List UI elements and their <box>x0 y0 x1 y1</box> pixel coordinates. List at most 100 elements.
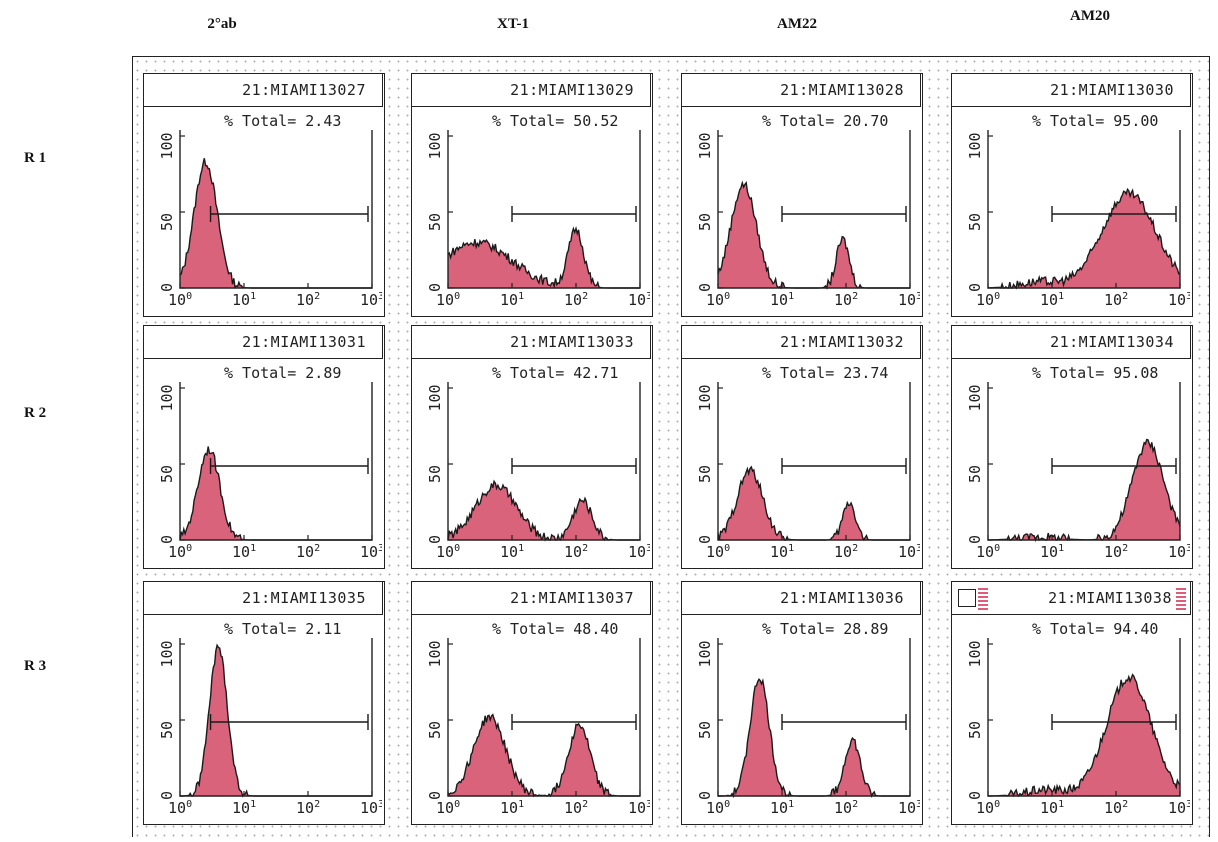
x-tick-label: 103 <box>360 543 382 561</box>
y-tick-label: 0 <box>966 283 984 292</box>
histogram-area <box>448 714 640 796</box>
select-checkbox[interactable] <box>958 589 976 607</box>
y-tick-label: 50 <box>966 465 984 483</box>
x-tick-exponent: 0 <box>186 799 192 810</box>
x-tick-label: 103 <box>1168 291 1190 309</box>
x-tick-base: 10 <box>628 291 646 309</box>
y-tick-label: 0 <box>696 791 714 800</box>
histogram-area <box>180 645 372 796</box>
x-tick-base: 10 <box>770 291 788 309</box>
column-header-xt1: XT-1 <box>497 16 529 32</box>
plot-axes <box>447 382 641 541</box>
y-tick-label: 50 <box>158 213 176 231</box>
x-tick-label: 100 <box>436 291 460 309</box>
x-tick-base: 10 <box>770 543 788 561</box>
y-tick-label: 0 <box>696 535 714 544</box>
x-tick-base: 10 <box>898 543 916 561</box>
histogram-panel: 21:MIAMI13030% Total= 95.00 0 50 100 100 101 1… <box>951 73 1193 317</box>
x-tick-base: 10 <box>360 543 378 561</box>
x-tick-base: 10 <box>976 543 994 561</box>
x-tick-exponent: 0 <box>994 543 1000 554</box>
x-tick-exponent: 1 <box>250 291 256 302</box>
x-tick-label: 100 <box>706 291 730 309</box>
histogram-area <box>180 446 372 540</box>
x-tick-exponent: 2 <box>582 543 588 554</box>
histogram-panel: 21:MIAMI13033% Total= 42.71 0 50 100 100 101 1… <box>411 325 653 569</box>
percent-total-label: % Total= 95.00 <box>1032 112 1158 130</box>
x-tick-label: 101 <box>770 799 794 817</box>
x-tick-base: 10 <box>296 799 314 817</box>
x-tick-exponent: 3 <box>1186 799 1190 810</box>
x-tick-base: 10 <box>706 799 724 817</box>
x-tick-exponent: 1 <box>518 291 524 302</box>
sample-id: 21:MIAMI13029 <box>510 81 634 99</box>
x-tick-label: 100 <box>436 799 460 817</box>
histogram-panel: 21:MIAMI13037% Total= 48.40 0 50 100 100 101 1… <box>411 581 653 825</box>
plot-axes <box>717 638 911 797</box>
x-tick-exponent: 1 <box>518 799 524 810</box>
x-tick-base: 10 <box>436 543 454 561</box>
x-tick-label: 100 <box>976 543 1000 561</box>
selection-marker <box>1176 588 1186 610</box>
x-tick-base: 10 <box>976 291 994 309</box>
x-tick-base: 10 <box>564 291 582 309</box>
plot-axes <box>179 638 373 797</box>
gate-marker <box>209 714 369 730</box>
panel-title: 21:MIAMI13038 <box>951 581 1191 615</box>
x-tick-label: 101 <box>500 291 524 309</box>
gate-marker <box>511 714 637 730</box>
histogram-area <box>988 439 1180 540</box>
panel-title: 21:MIAMI13034 <box>951 325 1191 359</box>
histogram-area <box>988 189 1180 288</box>
x-tick-base: 10 <box>706 291 724 309</box>
x-tick-exponent: 1 <box>1058 543 1064 554</box>
x-tick-base: 10 <box>834 291 852 309</box>
y-tick-label: 0 <box>696 283 714 292</box>
x-tick-base: 10 <box>1168 799 1186 817</box>
row-header-r1: R 1 <box>24 150 47 166</box>
sample-id: 21:MIAMI13028 <box>780 81 904 99</box>
sample-id: 21:MIAMI13033 <box>510 333 634 351</box>
gate-marker <box>1051 714 1177 730</box>
percent-total-label: % Total= 2.89 <box>224 364 341 382</box>
sample-id: 21:MIAMI13027 <box>242 81 366 99</box>
panel-title: 21:MIAMI13029 <box>411 73 651 107</box>
histogram-panel: 21:MIAMI13027% Total= 2.43 0 50 100 100 101 10… <box>143 73 385 317</box>
x-tick-exponent: 3 <box>1186 543 1190 554</box>
x-tick-base: 10 <box>1104 799 1122 817</box>
x-tick-exponent: 0 <box>724 799 730 810</box>
panel-title: 21:MIAMI13036 <box>681 581 921 615</box>
percent-total-label: % Total= 2.11 <box>224 620 341 638</box>
y-tick-label: 0 <box>158 283 176 292</box>
y-tick-label: 50 <box>696 721 714 739</box>
x-tick-exponent: 2 <box>314 543 320 554</box>
y-tick-label: 0 <box>966 535 984 544</box>
sample-id: 21:MIAMI13035 <box>242 589 366 607</box>
x-tick-base: 10 <box>360 799 378 817</box>
y-tick-label: 100 <box>696 132 714 159</box>
percent-total-label: % Total= 94.40 <box>1032 620 1158 638</box>
x-tick-label: 102 <box>1104 543 1128 561</box>
x-tick-label: 100 <box>976 799 1000 817</box>
x-tick-label: 100 <box>168 543 192 561</box>
x-tick-base: 10 <box>564 799 582 817</box>
histogram-panel: 21:MIAMI13036% Total= 28.89 0 50 100 100 101 1… <box>681 581 923 825</box>
x-tick-label: 101 <box>770 291 794 309</box>
panel-title: 21:MIAMI13035 <box>143 581 383 615</box>
y-tick-label: 100 <box>426 640 444 667</box>
histogram-panel: 21:MIAMI13035% Total= 2.11 0 50 100 100 101 10… <box>143 581 385 825</box>
x-tick-base: 10 <box>1040 799 1058 817</box>
x-tick-base: 10 <box>168 799 186 817</box>
x-tick-label: 101 <box>1040 291 1064 309</box>
column-header-2ab: 2°ab <box>207 16 237 32</box>
histogram-grid: 21:MIAMI13027% Total= 2.43 0 50 100 100 101 10… <box>132 56 1210 837</box>
plot-axes <box>179 382 373 541</box>
x-tick-label: 103 <box>1168 543 1190 561</box>
panel-title: 21:MIAMI13032 <box>681 325 921 359</box>
x-tick-base: 10 <box>834 543 852 561</box>
histogram-panel: 21:MIAMI13032% Total= 23.74 0 50 100 100 101 1… <box>681 325 923 569</box>
y-tick-label: 50 <box>158 465 176 483</box>
